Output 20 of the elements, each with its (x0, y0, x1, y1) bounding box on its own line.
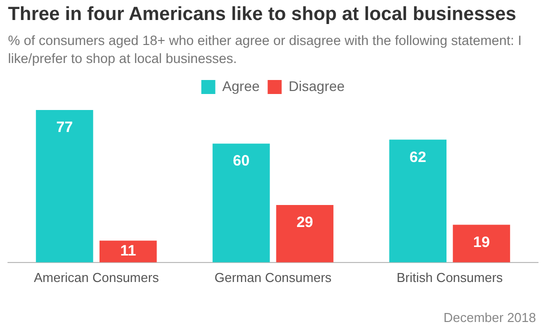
bar (36, 110, 94, 262)
x-tick-label: American Consumers (34, 270, 160, 285)
x-tick-label: British Consumers (396, 270, 504, 285)
bar (212, 144, 270, 262)
bar (452, 224, 510, 262)
bar (276, 204, 334, 262)
data-label: 62 (410, 148, 426, 166)
legend-label: Agree (222, 78, 260, 94)
data-label: 77 (56, 119, 73, 136)
bar (100, 240, 157, 262)
legend-label: Disagree (288, 78, 345, 94)
x-tick-label: German Consumers (214, 270, 332, 285)
data-label: 29 (296, 214, 314, 232)
chart-subtitle: % of consumers aged 18+ who either agree or disagree with the following statement: I like/prefer to shop at local businesses. (8, 32, 523, 68)
data-label: 19 (473, 234, 490, 251)
text: December 2018 (444, 310, 536, 325)
chart-title: Three in four Americans like to shop at local businesses (8, 4, 516, 26)
data-label: 60 (232, 152, 250, 170)
data-label: 11 (120, 242, 136, 260)
bar (389, 140, 446, 262)
